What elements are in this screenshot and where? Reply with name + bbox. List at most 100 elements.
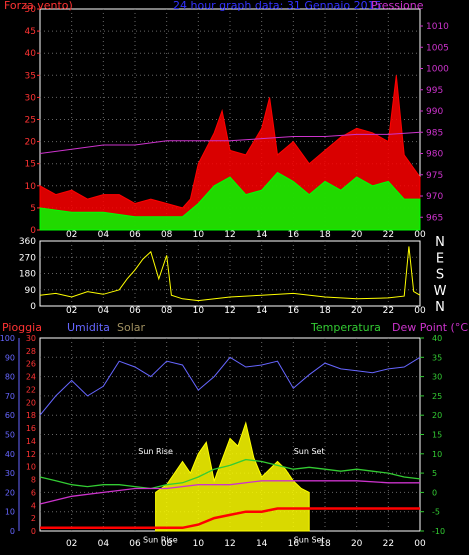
x-tick-label: 10: [193, 539, 205, 549]
x-tick-label: 02: [66, 306, 77, 316]
rain-tick-label: 30: [26, 334, 36, 343]
x-tick-label: 14: [256, 539, 268, 549]
rain-tick-label: 8: [31, 476, 36, 485]
rain-tick-label: 12: [26, 450, 36, 459]
compass-label: E: [436, 251, 444, 266]
x-tick-label: 22: [383, 230, 394, 240]
temperature-tick-label: 10: [432, 450, 442, 459]
rain-line: [40, 507, 420, 530]
rain-tick-label: 22: [26, 385, 36, 394]
x-tick-label: 08: [161, 539, 173, 549]
x-tick-label: 16: [288, 230, 300, 240]
wind-tick-label: 45: [25, 27, 36, 37]
x-tick-label: 06: [129, 539, 141, 549]
x-tick-label: 02: [66, 539, 77, 549]
x-tick-label: 18: [319, 230, 331, 240]
x-tick-label: 14: [256, 230, 268, 240]
pressure-axis-label: Pressione: [371, 0, 424, 12]
dewpoint-line: [39, 480, 420, 505]
compass-label: N: [435, 300, 445, 315]
pressure-tick-label: 975: [426, 171, 443, 181]
rain-tick-label: 10: [26, 463, 36, 472]
humidity-line: [39, 356, 421, 416]
direction-tick-label: 270: [19, 253, 36, 263]
pressure-tick-label: 970: [426, 192, 443, 202]
x-tick-label: 16: [288, 306, 300, 316]
temperature-tick-label: 25: [432, 392, 442, 401]
x-tick-label: 04: [98, 539, 110, 549]
compass-label: W: [434, 284, 447, 299]
x-tick-label: 08: [161, 306, 173, 316]
humidity-tick-label: 100: [0, 334, 15, 343]
wind-tick-label: 15: [25, 160, 36, 170]
wind-tick-label: 20: [25, 138, 37, 148]
humidity-tick-label: 60: [5, 411, 15, 420]
x-tick-label: 06: [129, 306, 141, 316]
chart-title: 24 hour graph data: 31 Gennaio 2015: [173, 0, 382, 12]
humidity-tick-label: 50: [5, 431, 15, 440]
compass-label: S: [436, 268, 444, 283]
sun-annotation: Sun Rise: [143, 536, 178, 545]
temperature-tick-label: 20: [432, 411, 442, 420]
pressure-tick-label: 985: [426, 128, 443, 138]
humidity-tick-label: 30: [5, 469, 15, 478]
direction-tick-label: 0: [30, 302, 36, 312]
rain-tick-label: 24: [26, 373, 36, 382]
humidity-tick-label: 90: [5, 353, 15, 362]
temperature-tick-label: 40: [432, 334, 442, 343]
temperature-tick-label: -10: [432, 527, 445, 536]
x-tick-label: 04: [98, 306, 110, 316]
pressure-tick-label: 1010: [426, 22, 449, 32]
pressure-tick-label: 1005: [426, 43, 449, 53]
wind-tick-label: 30: [25, 93, 37, 103]
x-tick-label: 20: [351, 539, 363, 549]
wind-tick-label: 5: [30, 204, 36, 214]
rain-tick-label: 26: [26, 360, 36, 369]
temperature-tick-label: 5: [432, 469, 437, 478]
direction-tick-label: 360: [19, 237, 36, 247]
x-tick-label: 02: [66, 230, 77, 240]
wind-tick-label: 35: [25, 71, 36, 81]
data-layer: [39, 75, 421, 532]
dewpoint-axis-label: Dew Point (°C): [392, 321, 469, 334]
wind-tick-label: 40: [25, 49, 37, 59]
temperature-tick-label: 0: [432, 488, 437, 497]
pressure-tick-label: 1000: [426, 65, 449, 75]
temperature-tick-label: 15: [432, 431, 442, 440]
x-tick-label: 16: [288, 539, 300, 549]
x-tick-label: 18: [319, 539, 331, 549]
rain-tick-label: 14: [26, 437, 36, 446]
x-tick-label: 22: [383, 539, 394, 549]
x-tick-label: 12: [224, 539, 235, 549]
x-tick-label: 12: [224, 230, 235, 240]
temperature-axis-label: Temperatura: [310, 321, 381, 334]
temperature-tick-label: 30: [432, 373, 442, 382]
humidity-tick-label: 0: [10, 527, 15, 536]
humidity-tick-label: 20: [5, 488, 15, 497]
x-tick-label: 00: [414, 230, 426, 240]
tick-layer: 02 04 06 08 10 12 14 16 18 20 22 000510152025303540…: [0, 5, 449, 549]
x-tick-label: 14: [256, 306, 268, 316]
rain-tick-label: 2: [31, 514, 36, 523]
humidity-tick-label: 10: [5, 508, 15, 517]
rain-axis-label: Pioggia: [2, 321, 42, 334]
wind-direction-line: [39, 246, 421, 302]
compass-label: N: [435, 235, 445, 250]
x-tick-label: 20: [351, 306, 363, 316]
pressure-tick-label: 990: [426, 107, 443, 117]
rain-tick-label: 6: [31, 488, 36, 497]
humidity-tick-label: 40: [5, 450, 15, 459]
x-tick-label: 18: [319, 306, 331, 316]
rain-tick-label: 0: [31, 527, 36, 536]
rain-tick-label: 4: [31, 501, 36, 510]
wind-axis-label: Forza vento): [4, 0, 73, 12]
temperature-tick-label: -5: [432, 508, 440, 517]
rain-tick-label: 16: [26, 424, 36, 433]
x-tick-label: 12: [224, 306, 235, 316]
direction-tick-label: 90: [25, 286, 37, 296]
direction-tick-label: 180: [19, 270, 36, 280]
sun-annotation: Sun Rise: [138, 447, 173, 456]
solar-area: [155, 421, 310, 532]
pressure-tick-label: 980: [426, 150, 443, 160]
